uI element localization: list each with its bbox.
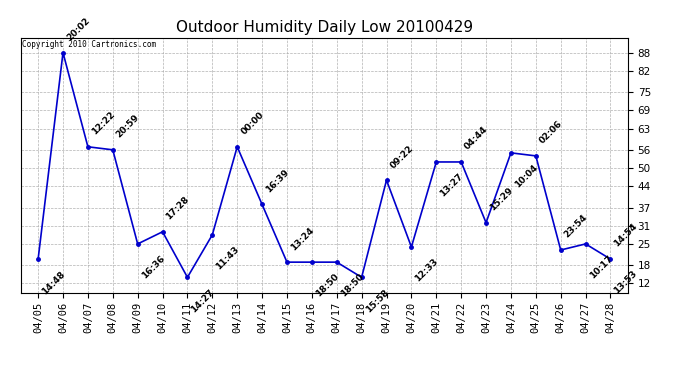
Text: 14:54: 14:54 bbox=[613, 222, 639, 249]
Text: 17:28: 17:28 bbox=[164, 195, 191, 222]
Text: 15:29: 15:29 bbox=[488, 186, 515, 213]
Text: 12:22: 12:22 bbox=[90, 110, 117, 136]
Text: 20:59: 20:59 bbox=[115, 113, 141, 140]
Text: 00:00: 00:00 bbox=[239, 110, 266, 136]
Text: 20:02: 20:02 bbox=[65, 16, 91, 42]
Text: 14:48: 14:48 bbox=[40, 269, 67, 296]
Text: 14:27: 14:27 bbox=[190, 288, 216, 314]
Text: 18:50: 18:50 bbox=[339, 272, 365, 299]
Text: 13:24: 13:24 bbox=[289, 225, 315, 252]
Text: 15:58: 15:58 bbox=[364, 288, 391, 314]
Title: Outdoor Humidity Daily Low 20100429: Outdoor Humidity Daily Low 20100429 bbox=[176, 20, 473, 35]
Text: 11:43: 11:43 bbox=[215, 245, 241, 272]
Text: 10:17: 10:17 bbox=[588, 254, 614, 281]
Text: 04:44: 04:44 bbox=[463, 125, 490, 152]
Text: 02:06: 02:06 bbox=[538, 119, 564, 146]
Text: 23:54: 23:54 bbox=[563, 213, 589, 240]
Text: 12:33: 12:33 bbox=[413, 257, 440, 284]
Text: 13:27: 13:27 bbox=[438, 172, 465, 199]
Text: 16:39: 16:39 bbox=[264, 168, 290, 194]
Text: Copyright 2010 Cartronics.com: Copyright 2010 Cartronics.com bbox=[22, 40, 156, 49]
Text: 13:53: 13:53 bbox=[613, 269, 639, 296]
Text: 10:04: 10:04 bbox=[513, 163, 540, 190]
Text: 16:36: 16:36 bbox=[139, 254, 166, 281]
Text: 18:50: 18:50 bbox=[314, 272, 340, 299]
Text: 09:22: 09:22 bbox=[388, 143, 415, 170]
